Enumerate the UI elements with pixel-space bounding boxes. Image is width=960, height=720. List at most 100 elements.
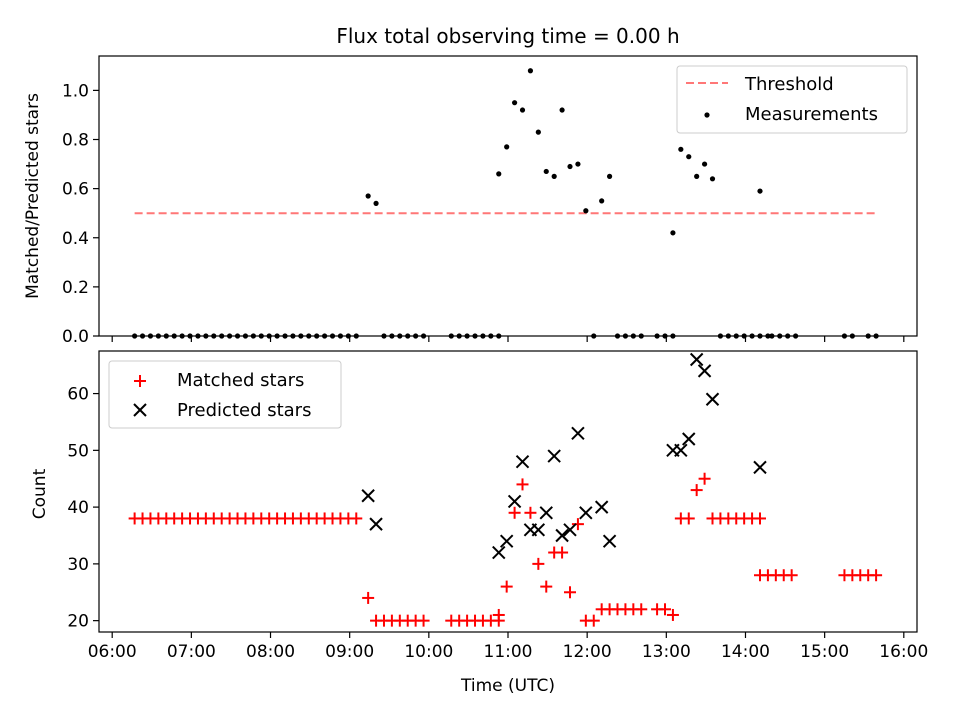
measurement-point: [543, 168, 549, 175]
top-y-tick-label: 0.6: [62, 180, 89, 200]
predicted-x-b: [594, 500, 609, 514]
legend-measurements-swatch: [704, 112, 710, 118]
measurement-point: [551, 173, 557, 179]
predicted-star-point: [594, 500, 609, 514]
matched-star-point: [508, 506, 521, 519]
matched-star-point: [524, 506, 537, 519]
matched-star-point: [556, 546, 569, 559]
measurement-point: [535, 129, 541, 135]
top-plot-frame: [98, 55, 918, 337]
top-y-tick-label: 0.8: [62, 131, 89, 151]
predicted-x-b: [539, 506, 553, 520]
bottom-y-ticks: 20 30 40 50 60: [67, 385, 99, 632]
measurement-point: [678, 146, 684, 152]
legend-matched-swatch: [134, 375, 146, 387]
top-legend: Threshold Measurements: [676, 65, 908, 134]
matched-star-point: [870, 569, 883, 582]
predicted-x-b: [682, 432, 696, 446]
measurement-point: [701, 161, 708, 167]
matched-star-point: [540, 580, 553, 593]
bottom-y-tick-label: 30: [67, 555, 89, 575]
x-tick-label: 13:00: [642, 642, 691, 662]
x-tick-label: 09:00: [325, 642, 374, 662]
chart-title: Flux total observing time = 0.00 h: [336, 24, 679, 48]
matched-star-point: [571, 518, 584, 531]
bottom-panel: 20 30 40 50 60 06:00 07:00 08:00 09:00 10:00 11:0…: [30, 350, 928, 696]
bottom-legend: Matched stars Predicted stars: [108, 360, 342, 429]
predicted-x-b: [369, 517, 383, 531]
x-tick-label: 16:00: [879, 642, 928, 662]
x-tick-label: 10:00: [404, 642, 453, 662]
measurement-point: [686, 154, 692, 160]
matched-star-point: [492, 608, 505, 621]
x-tick-label: 15:00: [800, 642, 849, 662]
legend-predicted-label: Predicted stars: [177, 400, 311, 421]
predicted-x-b: [571, 426, 585, 441]
measurement-point: [670, 230, 676, 236]
predicted-star-point: [515, 454, 530, 469]
predicted-x-b: [492, 545, 506, 560]
bottom-legend-box: [108, 360, 342, 429]
matched-star-point: [500, 580, 513, 593]
top-y-ticks: 0.0 0.2 0.4 0.6 0.8 1.0: [62, 81, 99, 347]
predicted-x-b: [705, 392, 720, 406]
x-tick-label: 12:00: [563, 642, 612, 662]
measurement-point: [694, 173, 700, 179]
matched-star-point: [666, 608, 679, 621]
measurement-point: [709, 176, 716, 182]
matched-star-point: [417, 614, 430, 627]
predicted-star-point: [682, 432, 696, 446]
measurement-point: [583, 208, 589, 214]
legend-matched-label: Matched stars: [177, 370, 304, 391]
predicted-star-point: [705, 392, 720, 406]
measurement-point: [519, 107, 526, 113]
measurement-point: [504, 144, 510, 150]
predicted-star-point: [531, 523, 546, 537]
top-y-tick-label: 1.0: [62, 81, 89, 101]
predicted-star-point: [689, 352, 704, 367]
measurement-point: [496, 171, 502, 177]
top-y-tick-label: 0.0: [62, 327, 89, 347]
matched-star-point: [785, 569, 798, 582]
predicted-star-point: [555, 528, 569, 543]
predicted-x-b: [563, 523, 577, 537]
matched-star-point: [587, 614, 600, 627]
matched-star-point: [564, 586, 577, 599]
top-y-tick-label: 0.4: [62, 229, 89, 249]
bottom-y-tick-label: 20: [67, 612, 89, 632]
predicted-x-b: [499, 534, 514, 548]
matched-star-point: [698, 472, 711, 485]
x-tick-label: 11:00: [484, 642, 533, 662]
predicted-star-point: [602, 534, 617, 548]
top-panel: 0.0 0.2 0.4 0.6 0.8 1.0 Matched/Predicted sta…: [23, 55, 918, 347]
predicted-star-point: [697, 364, 712, 378]
predicted-star-point: [507, 494, 522, 509]
matched-star-point: [635, 603, 648, 616]
predicted-star-point: [369, 517, 383, 531]
predicted-star-point: [753, 460, 767, 475]
predicted-x-b: [507, 494, 522, 509]
measurement-point: [511, 100, 518, 106]
predicted-x-b: [515, 454, 530, 469]
top-y-tick-label: 0.2: [62, 278, 89, 298]
x-tick-label: 08:00: [246, 642, 295, 662]
predicted-star-point: [361, 489, 375, 503]
matched-star-point: [362, 591, 375, 604]
x-tick-label: 14:00: [721, 642, 770, 662]
matched-star-point: [659, 603, 672, 616]
predicted-star-point: [563, 523, 577, 537]
predicted-x-b: [697, 364, 712, 378]
matched-star-point: [753, 512, 766, 525]
bottom-marks: [128, 352, 883, 627]
predicted-star-point: [539, 506, 553, 520]
predicted-star-point: [579, 506, 593, 520]
matched-star-point: [532, 557, 545, 570]
predicted-x-b: [602, 534, 617, 548]
predicted-star-point: [492, 545, 506, 560]
top-legend-box: [676, 65, 908, 134]
x-tick-label: 07:00: [167, 642, 216, 662]
measurement-point: [599, 198, 605, 204]
top-y-axis-label: Matched/Predicted stars: [23, 93, 43, 299]
predicted-star-point: [547, 449, 561, 463]
